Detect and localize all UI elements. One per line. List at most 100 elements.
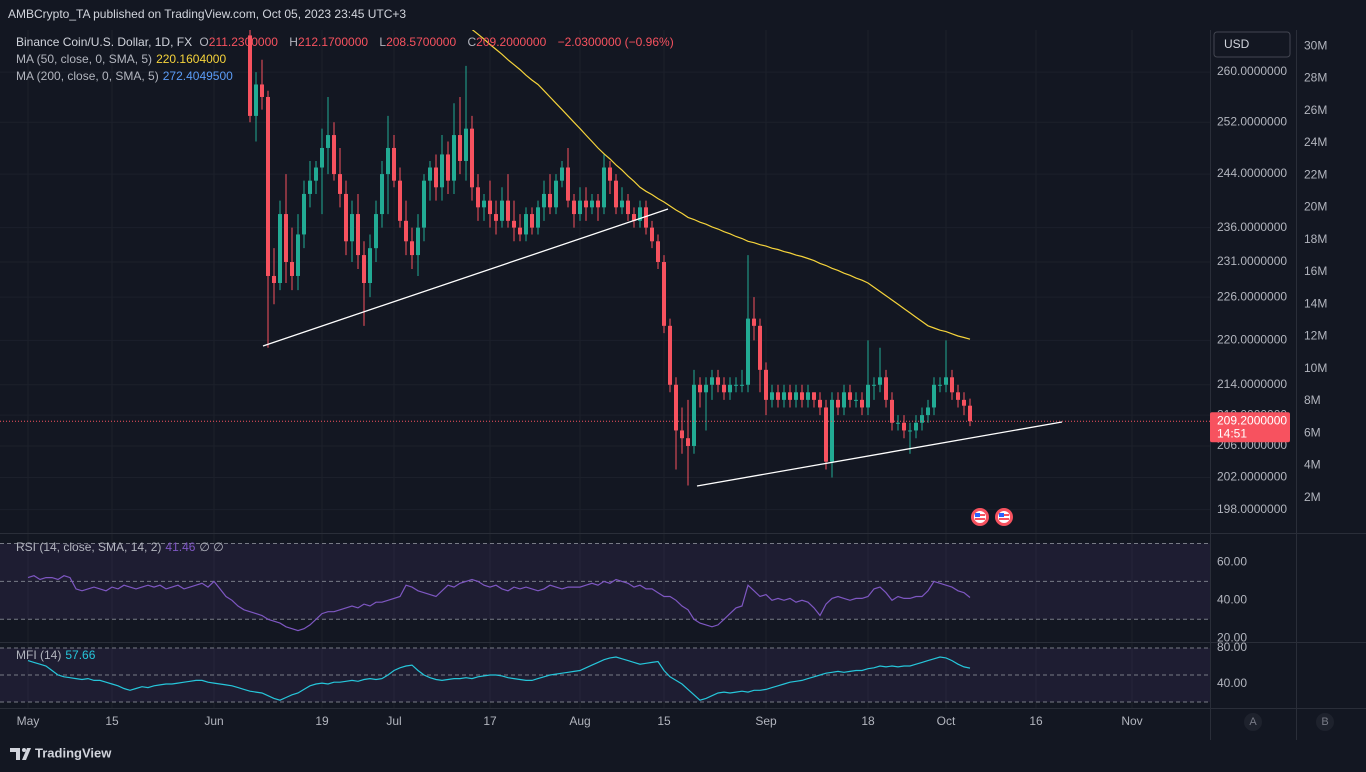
candle-body <box>338 174 342 194</box>
candle-body <box>818 399 822 408</box>
trendline <box>696 421 1063 487</box>
candle-body <box>962 399 966 406</box>
candle-body <box>596 200 600 208</box>
y-tick-label: 252.0000000 <box>1217 114 1287 128</box>
candle-body <box>890 399 894 423</box>
candle-body <box>524 214 528 235</box>
candle-body <box>584 200 588 208</box>
candle-body <box>512 220 516 228</box>
candle-body <box>920 415 924 423</box>
candle-body <box>704 384 708 393</box>
candle-body <box>380 174 384 215</box>
price-label: 209.2000000 <box>1217 413 1287 427</box>
scale-button[interactable]: A <box>1244 713 1262 731</box>
rsi-legend: RSI (14, close, SMA, 14, 2) 41.46 ∅ ∅ <box>16 540 228 554</box>
y2-tick-label: 16M <box>1304 264 1327 278</box>
y-tick-label: 40.00 <box>1217 592 1247 606</box>
candle-body <box>668 325 672 385</box>
candle-body <box>440 154 444 188</box>
button-label[interactable]: A <box>1249 716 1257 728</box>
ma-name: MA (200, close, 0, SMA, 5) <box>16 69 159 83</box>
indicator-value: 41.46 <box>165 540 196 554</box>
volume-axis-border <box>1296 30 1297 740</box>
candle-body <box>638 207 642 221</box>
quote-key: H <box>289 35 298 49</box>
panel-divider <box>0 533 1366 534</box>
currency-button[interactable]: USD <box>1213 31 1291 58</box>
y2-tick-label: 18M <box>1304 232 1327 246</box>
candle-body <box>278 214 282 284</box>
y2-tick-label: 8M <box>1304 393 1321 407</box>
candle-body <box>656 241 660 263</box>
y2-tick-label: 10M <box>1304 361 1327 375</box>
logo-text: TradingView <box>35 745 112 760</box>
candle-body <box>320 147 324 168</box>
y-tick-label: 202.0000000 <box>1217 470 1287 484</box>
candle-body <box>272 275 276 284</box>
indicator-value: 57.66 <box>65 648 96 662</box>
mfi-legend: MFI (14) 57.66 <box>16 648 99 662</box>
x-tick-label: May <box>17 714 40 728</box>
y2-tick-label: 28M <box>1304 71 1327 85</box>
candle-body <box>590 200 594 208</box>
y-tick-label: 60.00 <box>1217 555 1247 569</box>
candle-body <box>518 227 522 235</box>
x-tick-label: Aug <box>569 714 590 728</box>
candle-body <box>878 377 882 385</box>
footer-logo: TradingView <box>10 745 112 760</box>
candle-body <box>500 200 504 221</box>
candle-body <box>542 193 546 208</box>
candle-body <box>872 384 876 386</box>
candle-body <box>452 135 456 181</box>
candle-body <box>884 377 888 400</box>
candle-body <box>386 147 390 175</box>
quote-value: 208.5700000 <box>386 35 457 49</box>
quote-key: L <box>379 35 387 49</box>
button-label[interactable]: B <box>1321 716 1328 728</box>
quote-key: O <box>199 35 209 49</box>
candle-body <box>434 167 438 188</box>
candle-body <box>506 200 510 221</box>
x-tick-label: Jul <box>386 714 401 728</box>
candle-body <box>944 377 948 385</box>
y-tick-label: 244.0000000 <box>1217 166 1287 180</box>
x-tick-label: Oct <box>937 714 956 728</box>
candle-body <box>728 384 732 393</box>
candle-body <box>968 405 972 422</box>
y2-tick-label: 30M <box>1304 38 1327 52</box>
y-tick-label: 80.00 <box>1217 640 1247 654</box>
quote-value: 209.2000000 <box>476 35 547 49</box>
candle-body <box>308 180 312 194</box>
quote: L208.5700000 <box>379 35 460 49</box>
candle-body <box>752 318 756 326</box>
symbol-title: Binance Coin/U.S. Dollar, 1D, FX <box>16 35 193 49</box>
candle-body <box>566 167 570 201</box>
candle-body <box>848 392 852 400</box>
candle-body <box>290 262 294 276</box>
trendline <box>262 208 669 347</box>
candle-body <box>416 227 420 256</box>
indicator-extra: ∅ ∅ <box>199 540 224 554</box>
candle-body <box>404 220 408 242</box>
ma-legend: MA (200, close, 0, SMA, 5) 272.4049500 <box>16 69 237 83</box>
candle-body <box>644 207 648 228</box>
candle-body <box>776 392 780 400</box>
y-tick-label: 40.00 <box>1217 676 1247 690</box>
candle-body <box>836 399 840 408</box>
candle-body <box>260 84 264 97</box>
y-tick-label: 214.0000000 <box>1217 377 1287 391</box>
candle-body <box>932 384 936 408</box>
candle-body <box>296 234 300 276</box>
candle-body <box>764 369 768 400</box>
candle-body <box>578 200 582 215</box>
x-tick-label: Nov <box>1121 714 1142 728</box>
candle-body <box>248 35 252 116</box>
price-countdown: 14:51 <box>1217 426 1247 440</box>
currency-label[interactable]: USD <box>1224 37 1250 51</box>
candle-body <box>476 187 480 208</box>
y2-tick-label: 24M <box>1304 135 1327 149</box>
candle-body <box>632 214 636 221</box>
scale-button[interactable]: B <box>1316 713 1334 731</box>
x-tick-label: 15 <box>657 714 671 728</box>
